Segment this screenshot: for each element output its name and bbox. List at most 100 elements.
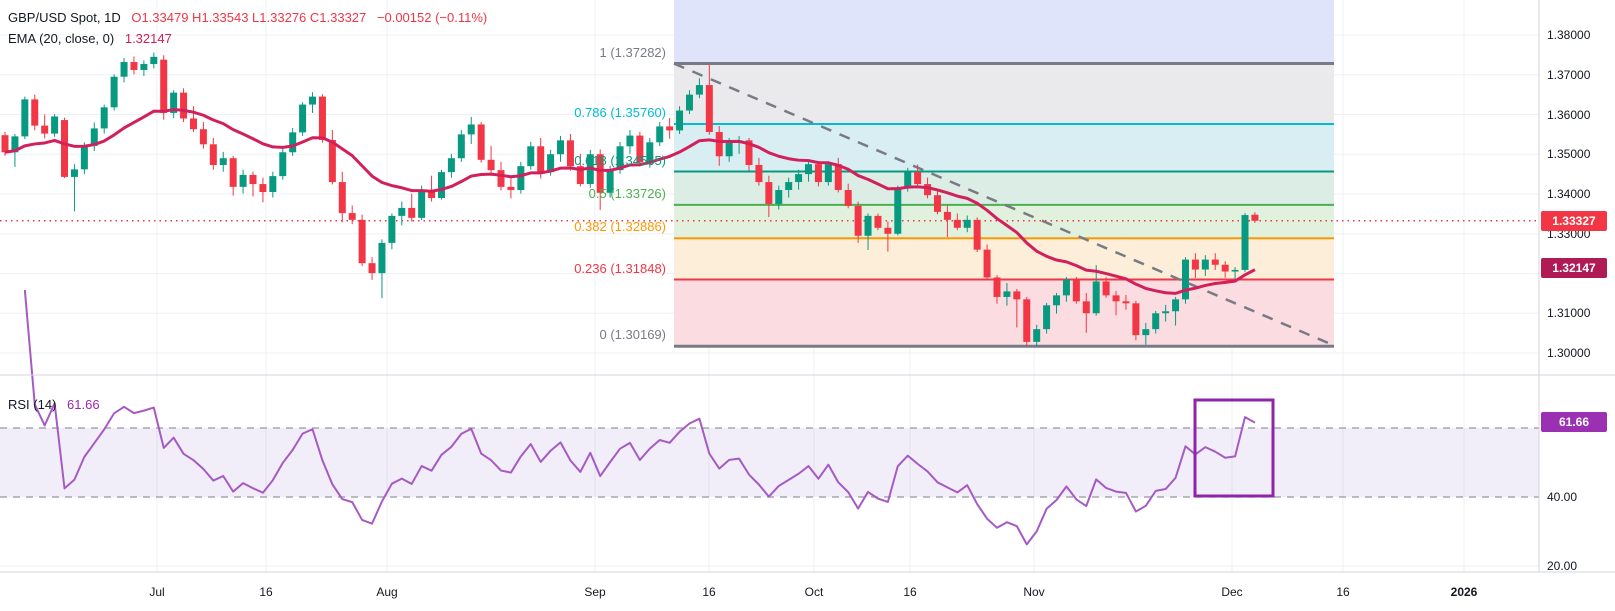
candle-body bbox=[566, 140, 574, 167]
candle-body bbox=[70, 169, 78, 177]
candle-body bbox=[596, 154, 604, 193]
candle-body bbox=[388, 215, 396, 243]
fib-level-label[interactable]: 1 (1.37282) bbox=[599, 44, 667, 60]
candle-body bbox=[1162, 311, 1170, 314]
fib-band bbox=[674, 238, 1334, 280]
candle-body bbox=[1181, 259, 1189, 300]
fib-level-label[interactable]: 0.786 (1.35760) bbox=[574, 105, 666, 121]
candle-body bbox=[497, 170, 505, 187]
candle-body bbox=[110, 76, 118, 108]
candle-body bbox=[100, 107, 108, 129]
candle-body bbox=[517, 166, 525, 191]
fib-level-label[interactable]: 0.5 (1.33726) bbox=[588, 185, 666, 201]
change-value: −0.00152 (−0.11%) bbox=[376, 10, 488, 25]
rsi-band-fill bbox=[0, 428, 1539, 497]
candle-body bbox=[1053, 295, 1061, 306]
candle-body bbox=[51, 116, 59, 134]
candle-body bbox=[368, 263, 376, 274]
rsi-legend: RSI (14) 61.66 bbox=[8, 397, 100, 412]
candle-body bbox=[447, 158, 455, 173]
rsi-legend-label[interactable]: RSI (14) bbox=[8, 397, 57, 412]
candle-body bbox=[130, 62, 138, 70]
fib-band bbox=[674, 0, 1334, 64]
candle-body bbox=[894, 188, 902, 234]
candle-body bbox=[527, 146, 535, 167]
time-axis-label: 16 bbox=[903, 585, 917, 599]
candle-body bbox=[626, 135, 634, 147]
candle-body bbox=[477, 124, 485, 160]
fib-level-label[interactable]: 0.618 (1.34565) bbox=[574, 152, 666, 168]
candle-body bbox=[378, 242, 386, 274]
candle-body bbox=[408, 207, 416, 218]
candle-body bbox=[636, 135, 644, 163]
candle-body bbox=[1003, 291, 1011, 297]
candle-body bbox=[1251, 214, 1259, 221]
candle-body bbox=[170, 92, 178, 113]
time-axis-label: Jul bbox=[149, 585, 165, 599]
ema-legend-label[interactable]: EMA (20, close, 0) bbox=[8, 31, 115, 46]
candles bbox=[1, 52, 1259, 347]
ema-line[interactable] bbox=[4, 108, 1256, 295]
candle-body bbox=[1132, 303, 1140, 336]
time-axis-label: 16 bbox=[1336, 585, 1350, 599]
candle-body bbox=[1043, 305, 1051, 330]
candle-body bbox=[338, 182, 346, 214]
fib-band bbox=[674, 279, 1334, 347]
candle-body bbox=[864, 215, 872, 236]
candle-body bbox=[239, 174, 247, 187]
candle-body bbox=[269, 176, 277, 193]
candle-body bbox=[61, 120, 69, 177]
candle-body bbox=[973, 219, 981, 250]
rsi-value-badge: 61.66 bbox=[1541, 412, 1607, 433]
candle-body bbox=[31, 99, 39, 126]
fib-level-label[interactable]: 0.236 (1.31848) bbox=[574, 260, 666, 276]
rsi-line[interactable] bbox=[23, 289, 1256, 546]
candle-body bbox=[1062, 279, 1070, 296]
symbol-title[interactable]: GBP/USD Spot, 1D bbox=[8, 10, 121, 25]
candle-body bbox=[189, 118, 197, 130]
candle-body bbox=[765, 182, 773, 204]
ema-price-badge: 1.32147 bbox=[1541, 257, 1607, 278]
candle-body bbox=[120, 62, 128, 77]
fib-band bbox=[674, 124, 1334, 172]
candle-body bbox=[457, 134, 465, 159]
candle-body bbox=[795, 174, 803, 183]
candle-body bbox=[1191, 259, 1199, 270]
candle-body bbox=[219, 158, 227, 165]
candle-body bbox=[348, 213, 356, 220]
candle-body bbox=[328, 139, 336, 183]
candle-body bbox=[1, 135, 9, 153]
candle-body bbox=[1112, 295, 1120, 302]
price-axis-label: 1.31000 bbox=[1547, 306, 1591, 321]
candle-body bbox=[487, 159, 495, 171]
candle-body bbox=[358, 219, 366, 264]
price-axis-label: 1.35000 bbox=[1547, 147, 1591, 162]
fib-level-label[interactable]: 0 (1.30169) bbox=[599, 327, 667, 343]
candle-body bbox=[418, 190, 426, 218]
rsi-axis-label: 40.00 bbox=[1547, 490, 1578, 504]
candle-body bbox=[983, 249, 991, 278]
candle-body bbox=[1092, 281, 1100, 314]
candle-body bbox=[259, 184, 267, 193]
candle-body bbox=[537, 146, 545, 173]
candle-body bbox=[656, 126, 664, 143]
candle-body bbox=[199, 129, 207, 145]
candle-body bbox=[1211, 259, 1219, 265]
candle-body bbox=[318, 96, 326, 140]
candle-body bbox=[1241, 215, 1249, 270]
candle-body bbox=[576, 166, 584, 185]
price-axis-label: 1.30000 bbox=[1547, 346, 1591, 360]
candle-body bbox=[1152, 313, 1160, 330]
fib-level-label[interactable]: 0.382 (1.32886) bbox=[574, 219, 666, 235]
candle-body bbox=[90, 128, 98, 146]
candle-body bbox=[685, 94, 693, 111]
candle-body bbox=[140, 64, 148, 70]
candle-body bbox=[80, 145, 88, 170]
time-axis-label: Sep bbox=[584, 585, 606, 599]
candle-body bbox=[904, 172, 912, 189]
fib-band bbox=[674, 171, 1334, 205]
rsi-highlight-rect[interactable] bbox=[1193, 398, 1275, 498]
candle-body bbox=[606, 170, 614, 193]
candle-body bbox=[874, 215, 882, 228]
